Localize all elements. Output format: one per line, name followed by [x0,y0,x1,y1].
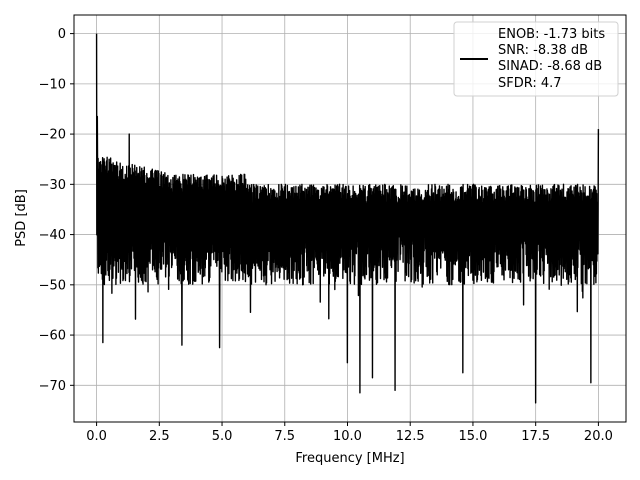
legend-line-sinad: SINAD: -8.68 dB [498,59,602,74]
plot-frame [73,14,627,423]
x-tick-label: 10.0 [333,429,362,444]
y-tick-label: −50 [39,278,66,293]
x-tick-label: 0.0 [86,429,107,444]
legend-line-enob: ENOB: -1.73 bits [498,27,605,42]
y-axis: 0 −10 −20 −30 −40 −50 −60 −70 [39,27,74,394]
x-tick-label: 15.0 [458,429,487,444]
y-tick-label: −30 [39,178,66,193]
legend-line-sfdr: SFDR: 4.7 [498,76,562,91]
x-tick-label: 12.5 [396,429,425,444]
y-tick-label: −60 [39,329,66,344]
x-axis-label: Frequency [MHz] [295,451,404,466]
y-axis-label: PSD [dB] [14,189,29,247]
psd-trace-line [95,33,600,404]
x-tick-label: 17.5 [521,429,550,444]
x-axis: 0.0 2.5 5.0 7.5 10.0 12.5 15.0 17.5 20.0 [86,422,613,444]
y-tick-label: −40 [39,228,66,243]
x-tick-label: 7.5 [274,429,295,444]
x-tick-label: 20.0 [584,429,613,444]
y-tick-label: −20 [39,128,66,143]
series-psd [95,33,600,404]
y-tick-label: 0 [58,27,66,42]
legend: ENOB: -1.73 bits SNR: -8.38 dB SINAD: -8… [453,21,619,97]
legend-box [453,21,619,97]
y-tick-label: −10 [39,77,66,92]
legend-line-snr: SNR: -8.38 dB [498,43,588,58]
y-tick-label: −70 [39,379,66,394]
x-tick-label: 2.5 [149,429,170,444]
x-tick-label: 5.0 [212,429,233,444]
